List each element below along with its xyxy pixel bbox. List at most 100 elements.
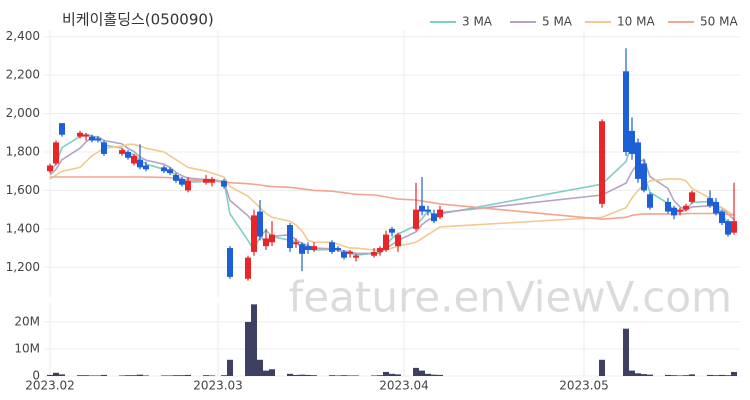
volume-bar [59,374,65,376]
candle-body [665,201,671,212]
candle-body [341,251,347,258]
candle-body [671,207,677,216]
volume-bar [53,372,59,376]
candle-body [431,213,437,222]
candle-body [329,242,335,252]
candle-body [227,248,233,277]
volume-bar [227,359,233,376]
volume-bar [143,375,149,376]
volume-bar [137,374,143,376]
candle-body [629,130,635,154]
volume-bar [173,375,179,376]
volume-bar [347,375,353,376]
volume-bar [689,374,695,376]
volume-bar [377,375,383,376]
candle-body [53,142,59,164]
volume-bar [287,373,293,376]
volume-bar [305,374,311,376]
y-tick-label: 10M [14,341,40,355]
x-tick-label: 2023.03 [193,379,243,393]
y-tick-label: 2,000 [6,106,40,120]
candle-body [623,71,629,152]
candle-body [245,257,251,279]
candle-body [167,169,173,174]
volume-bar [383,371,389,376]
candle-body [119,150,125,154]
volume-bar [437,374,443,376]
candle-body [647,194,653,208]
volume-bar [341,375,347,376]
volume-bar [131,375,137,376]
y-tick-label: 1,600 [6,183,40,197]
candle-body [677,209,683,212]
candle-body [725,221,731,235]
candle-body [143,165,149,170]
candle-body [683,205,689,210]
candle-body [257,211,263,237]
candle-body [101,142,107,154]
volume-bar [299,374,305,376]
volume-bar [623,328,629,376]
volume-bar [269,369,275,376]
volume-bar [425,373,431,376]
candle-body [209,178,215,183]
volume-bar [731,371,737,376]
candle-body [383,234,389,250]
candle-body [713,201,719,214]
candle-body [437,209,443,218]
volume-bar [719,374,725,376]
candle-body [689,192,695,202]
y-tick-label: 2,400 [6,29,40,43]
candle-body [371,251,377,256]
candle-body [389,228,395,233]
volume-bar [419,370,425,376]
volume-bar [77,375,83,376]
legend-label: 50 MA [700,15,738,29]
y-tick-label: 2,200 [6,68,40,82]
candle-body [263,238,269,247]
candle-body [179,178,185,185]
candle-body [395,234,401,247]
volume-bar [245,321,251,376]
volume-bar [335,375,341,376]
volume-bar [431,374,437,376]
volume-bar [167,375,173,376]
volume-bar [413,367,419,376]
volume-bar [707,374,713,376]
candle-body [221,180,227,187]
volume-bar [203,375,209,376]
volume-bar [47,374,53,376]
volume-bar [677,375,683,376]
volume-bar [725,375,731,376]
candle-body [419,205,425,212]
y-tick-label: 20M [14,314,40,328]
volume-bar [665,374,671,376]
candle-body [89,136,95,141]
x-tick-label: 2023.05 [559,379,609,393]
volume-bar [119,375,125,376]
candle-body [59,123,65,135]
y-tick-label: 1,200 [6,260,40,274]
candle-body [635,142,641,179]
candle-body [353,255,359,258]
candle-body [707,198,713,206]
volume-bar [263,370,269,376]
candle-body [347,251,353,254]
candle-body [125,151,131,158]
candle-body [251,215,257,252]
candle-body [425,209,431,212]
x-tick-label: 2023.02 [25,379,75,393]
volume-bar [395,374,401,376]
volume-bar [713,375,719,376]
volume-bar [599,359,605,376]
candle-body [77,132,83,137]
candle-body [311,246,317,250]
legend-label: 5 MA [542,15,573,29]
candle-body [377,248,383,252]
volume-bar [161,375,167,376]
volume-bar [221,375,227,376]
candle-body [287,224,293,249]
candle-body [203,178,209,183]
candle-body [185,180,191,191]
legend-label: 3 MA [462,15,493,29]
